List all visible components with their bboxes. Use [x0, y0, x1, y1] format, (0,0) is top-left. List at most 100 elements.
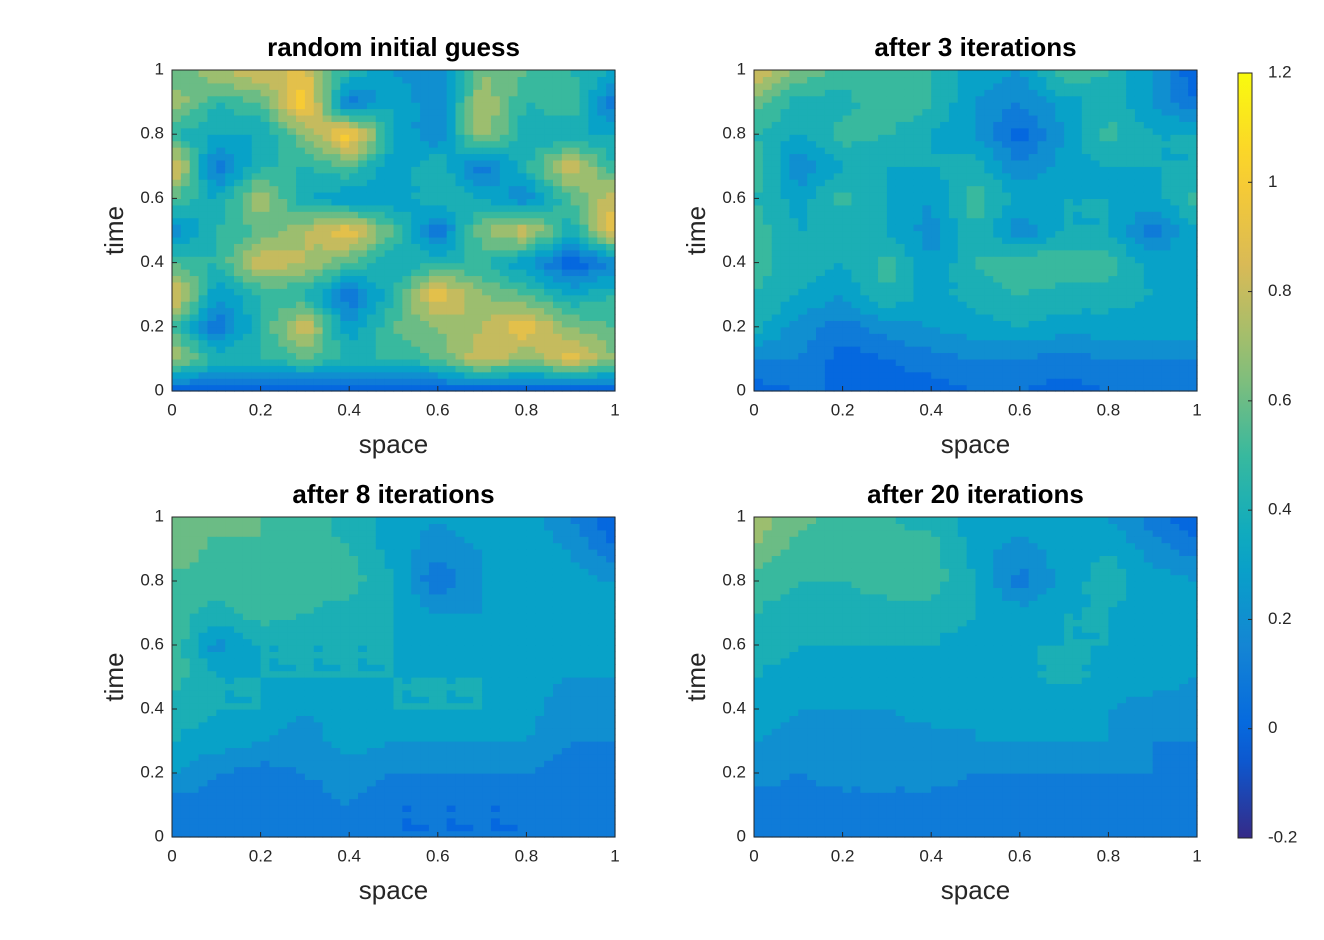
- contour-cell: [762, 275, 773, 283]
- contour-cell: [411, 185, 421, 193]
- contour-cell: [1064, 294, 1074, 302]
- contour-cell: [579, 166, 590, 174]
- contour-cell: [473, 191, 483, 199]
- contour-cell: [886, 384, 897, 392]
- contour-cell: [349, 230, 359, 238]
- contour-cell: [579, 224, 590, 232]
- contour-cell: [957, 256, 968, 264]
- contour-cell: [824, 339, 835, 347]
- contour-cell: [366, 269, 377, 277]
- contour-cell: [957, 224, 968, 232]
- contour-cell: [789, 352, 799, 360]
- contour-cell: [984, 313, 994, 321]
- contour-cell: [895, 82, 906, 90]
- contour-cell: [824, 114, 835, 122]
- contour-cell: [278, 217, 288, 225]
- contour-cell: [966, 82, 977, 90]
- contour-cell: [544, 281, 554, 289]
- contour-cell: [762, 224, 773, 232]
- plot-title: random initial guess: [267, 32, 520, 62]
- contour-cell: [1010, 76, 1021, 84]
- contour-cell: [189, 121, 200, 129]
- contour-cell: [384, 326, 395, 334]
- contour-cell: [1179, 224, 1189, 232]
- contour-cell: [878, 288, 888, 296]
- contour-cell: [579, 198, 590, 206]
- contour-cell: [296, 346, 306, 354]
- contour-cell: [913, 294, 923, 302]
- contour-cell: [428, 371, 439, 379]
- contour-cell: [242, 320, 253, 328]
- contour-cell: [464, 288, 474, 296]
- contour-cell: [526, 243, 536, 251]
- contour-cell: [579, 269, 590, 277]
- contour-cell: [313, 269, 324, 277]
- contour-cell: [851, 70, 861, 78]
- contour-cell: [851, 301, 861, 309]
- contour-cell: [544, 134, 554, 142]
- contour-cell: [588, 384, 598, 392]
- contour-cell: [1002, 339, 1012, 347]
- contour-cell: [798, 134, 808, 142]
- contour-cell: [411, 384, 421, 392]
- contour-cell: [216, 89, 226, 97]
- contour-cell: [225, 198, 235, 206]
- contour-cell: [1161, 294, 1172, 302]
- contour-cell: [402, 70, 412, 78]
- contour-cell: [940, 346, 950, 354]
- contour-cell: [1028, 358, 1039, 366]
- contour-cell: [789, 179, 799, 187]
- contour-cell: [1028, 134, 1039, 142]
- contour-cell: [940, 313, 950, 321]
- contour-cell: [198, 198, 209, 206]
- contour-cell: [789, 346, 799, 354]
- contour-cell: [349, 236, 359, 244]
- contour-cell: [499, 127, 510, 135]
- contour-cell: [886, 333, 897, 341]
- contour-cell: [437, 121, 448, 129]
- contour-cell: [535, 127, 545, 135]
- contour-cell: [544, 288, 554, 296]
- contour-cell: [384, 127, 395, 135]
- contour-cell: [816, 243, 826, 251]
- contour-cell: [446, 102, 457, 110]
- contour-cell: [269, 76, 279, 84]
- contour-cell: [331, 301, 341, 309]
- contour-cell: [1037, 333, 1047, 341]
- contour-cell: [606, 352, 616, 360]
- contour-cell: [1055, 352, 1065, 360]
- contour-cell: [1028, 378, 1039, 386]
- contour-cell: [225, 121, 235, 129]
- contour-cell: [931, 224, 941, 232]
- contour-cell: [1002, 281, 1012, 289]
- contour-cell: [1117, 134, 1127, 142]
- contour-cell: [606, 102, 616, 110]
- contour-cell: [1126, 159, 1136, 167]
- contour-cell: [860, 371, 870, 379]
- contour-cell: [251, 249, 262, 257]
- contour-cell: [207, 121, 217, 129]
- contour-cell: [1161, 333, 1172, 341]
- contour-cell: [1134, 217, 1145, 225]
- contour-cell: [1188, 204, 1198, 212]
- contour-cell: [1019, 346, 1030, 354]
- contour-cell: [304, 236, 315, 244]
- contour-cell: [570, 172, 581, 180]
- contour-cell: [490, 121, 501, 129]
- y-tick-label: 0.6: [140, 188, 164, 207]
- contour-cell: [606, 358, 616, 366]
- contour-cell: [437, 275, 448, 283]
- contour-cell: [904, 320, 915, 328]
- contour-cell: [957, 269, 968, 277]
- contour-cell: [482, 378, 492, 386]
- contour-cell: [1152, 262, 1163, 270]
- contour-cell: [824, 378, 835, 386]
- contour-cell: [331, 358, 341, 366]
- contour-cell: [922, 256, 932, 264]
- contour-cell: [375, 313, 386, 321]
- contour-cell: [993, 127, 1003, 135]
- contour-cell: [428, 249, 439, 257]
- contour-cell: [207, 204, 217, 212]
- contour-cell: [824, 313, 835, 321]
- contour-cell: [833, 134, 844, 142]
